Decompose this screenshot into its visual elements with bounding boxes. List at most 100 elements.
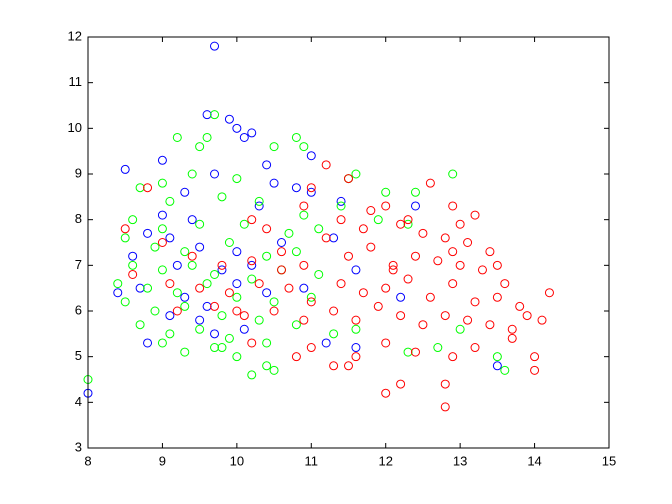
point	[210, 110, 220, 120]
point	[262, 338, 272, 348]
point	[128, 269, 138, 279]
point	[321, 338, 331, 348]
point	[157, 210, 167, 220]
point	[217, 265, 227, 275]
point	[500, 279, 510, 289]
point	[485, 247, 495, 257]
point	[388, 260, 398, 270]
point	[477, 265, 487, 275]
point	[247, 370, 257, 380]
point	[329, 361, 339, 371]
point	[336, 196, 346, 206]
point	[195, 219, 205, 229]
point	[135, 283, 145, 293]
point	[351, 324, 361, 334]
point	[440, 233, 450, 243]
point	[224, 238, 234, 247]
point	[269, 306, 279, 316]
point	[254, 196, 264, 206]
point	[329, 233, 339, 243]
point	[410, 347, 420, 357]
point	[291, 352, 301, 362]
point	[440, 402, 450, 412]
point	[217, 192, 227, 202]
point	[195, 142, 205, 152]
point	[336, 215, 346, 225]
point	[358, 288, 368, 298]
point	[232, 352, 242, 362]
point	[262, 361, 272, 371]
point	[425, 292, 435, 302]
marks	[83, 41, 554, 412]
point	[388, 265, 398, 275]
point	[277, 247, 287, 257]
point	[455, 324, 465, 334]
point	[247, 128, 257, 138]
point	[418, 228, 428, 238]
y-tick-label: 11	[69, 74, 83, 89]
point	[418, 320, 428, 330]
point	[247, 256, 257, 266]
point	[120, 233, 130, 243]
point	[157, 155, 167, 165]
point	[299, 210, 309, 220]
point	[403, 215, 413, 225]
point	[396, 379, 406, 389]
point	[157, 224, 167, 234]
point	[440, 379, 450, 389]
point	[507, 333, 517, 343]
point	[314, 224, 324, 234]
point	[224, 114, 234, 124]
point	[403, 347, 413, 357]
point	[172, 260, 182, 270]
axes-box	[87, 36, 610, 449]
point	[262, 288, 272, 298]
point	[351, 315, 361, 325]
point	[470, 210, 480, 220]
point	[269, 178, 279, 188]
point	[217, 343, 227, 353]
point	[299, 260, 309, 270]
point	[165, 329, 175, 339]
point	[262, 160, 272, 170]
point	[120, 224, 130, 234]
point	[448, 201, 458, 211]
point	[180, 247, 190, 257]
point	[492, 361, 502, 371]
point	[470, 297, 480, 307]
point	[410, 201, 420, 211]
point	[448, 247, 458, 257]
point	[291, 247, 301, 257]
point	[210, 41, 220, 51]
point	[210, 169, 220, 179]
point	[254, 201, 264, 211]
point	[202, 132, 212, 142]
point	[210, 269, 220, 279]
point	[239, 324, 249, 334]
point	[448, 169, 458, 179]
point	[410, 187, 420, 197]
point	[143, 283, 153, 293]
point	[195, 315, 205, 325]
point	[306, 297, 316, 307]
y-tick-label: 5	[75, 348, 82, 363]
point	[165, 233, 175, 243]
point	[165, 311, 175, 321]
point	[180, 292, 190, 302]
x-tick-label: 9	[159, 453, 166, 468]
point	[299, 315, 309, 325]
x-tick-label: 14	[527, 453, 541, 468]
point	[381, 187, 391, 197]
point	[433, 343, 443, 353]
point	[217, 260, 227, 270]
point	[344, 361, 353, 371]
point	[157, 265, 167, 275]
point	[247, 215, 257, 225]
point	[232, 292, 242, 302]
point	[537, 315, 547, 325]
point	[284, 228, 294, 238]
point	[351, 343, 361, 353]
point	[291, 183, 301, 193]
point	[306, 292, 316, 302]
point	[329, 306, 339, 316]
